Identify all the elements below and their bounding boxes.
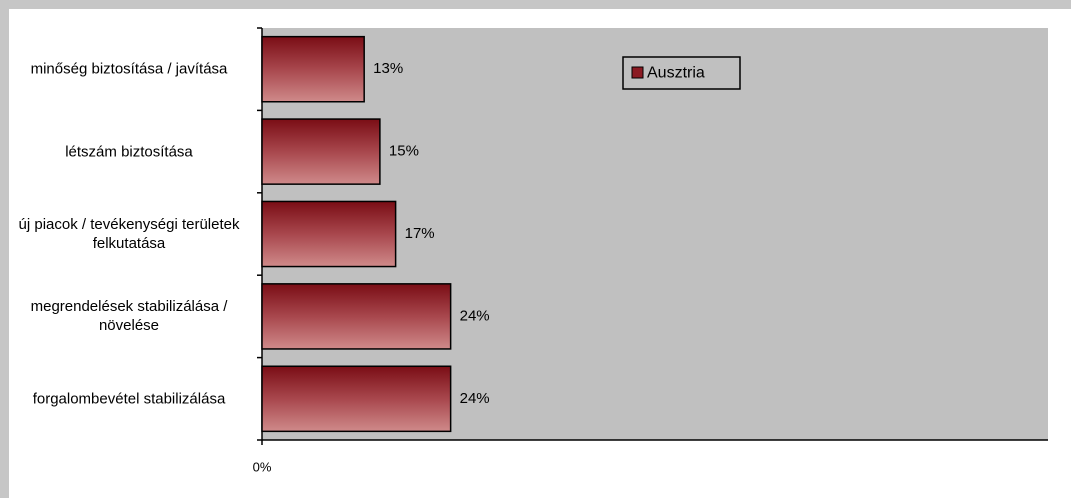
value-label: 13% — [373, 60, 403, 77]
x-tick-label: 0% — [253, 459, 272, 474]
category-label: forgalombevétel stabilizálása — [32, 390, 226, 408]
bar — [261, 283, 452, 350]
legend-label: Ausztria — [647, 65, 705, 82]
category-label: létszám biztosítása — [65, 143, 193, 161]
bar — [261, 35, 365, 103]
value-label: 24% — [460, 307, 490, 324]
bar — [261, 365, 452, 433]
category-label: megrendelések stabilizálása / növelése — [30, 298, 228, 335]
frame-top — [0, 0, 1071, 9]
value-label: 15% — [389, 143, 419, 160]
bar — [261, 200, 397, 268]
value-label: 17% — [405, 225, 435, 242]
category-label: új piacok / tevékenységi területek felku… — [18, 216, 240, 252]
category-label: minőség biztosítása / javítása — [30, 60, 228, 78]
value-label: 24% — [460, 390, 490, 407]
legend-swatch — [631, 66, 644, 79]
bar — [261, 118, 381, 185]
frame-left — [0, 0, 9, 498]
